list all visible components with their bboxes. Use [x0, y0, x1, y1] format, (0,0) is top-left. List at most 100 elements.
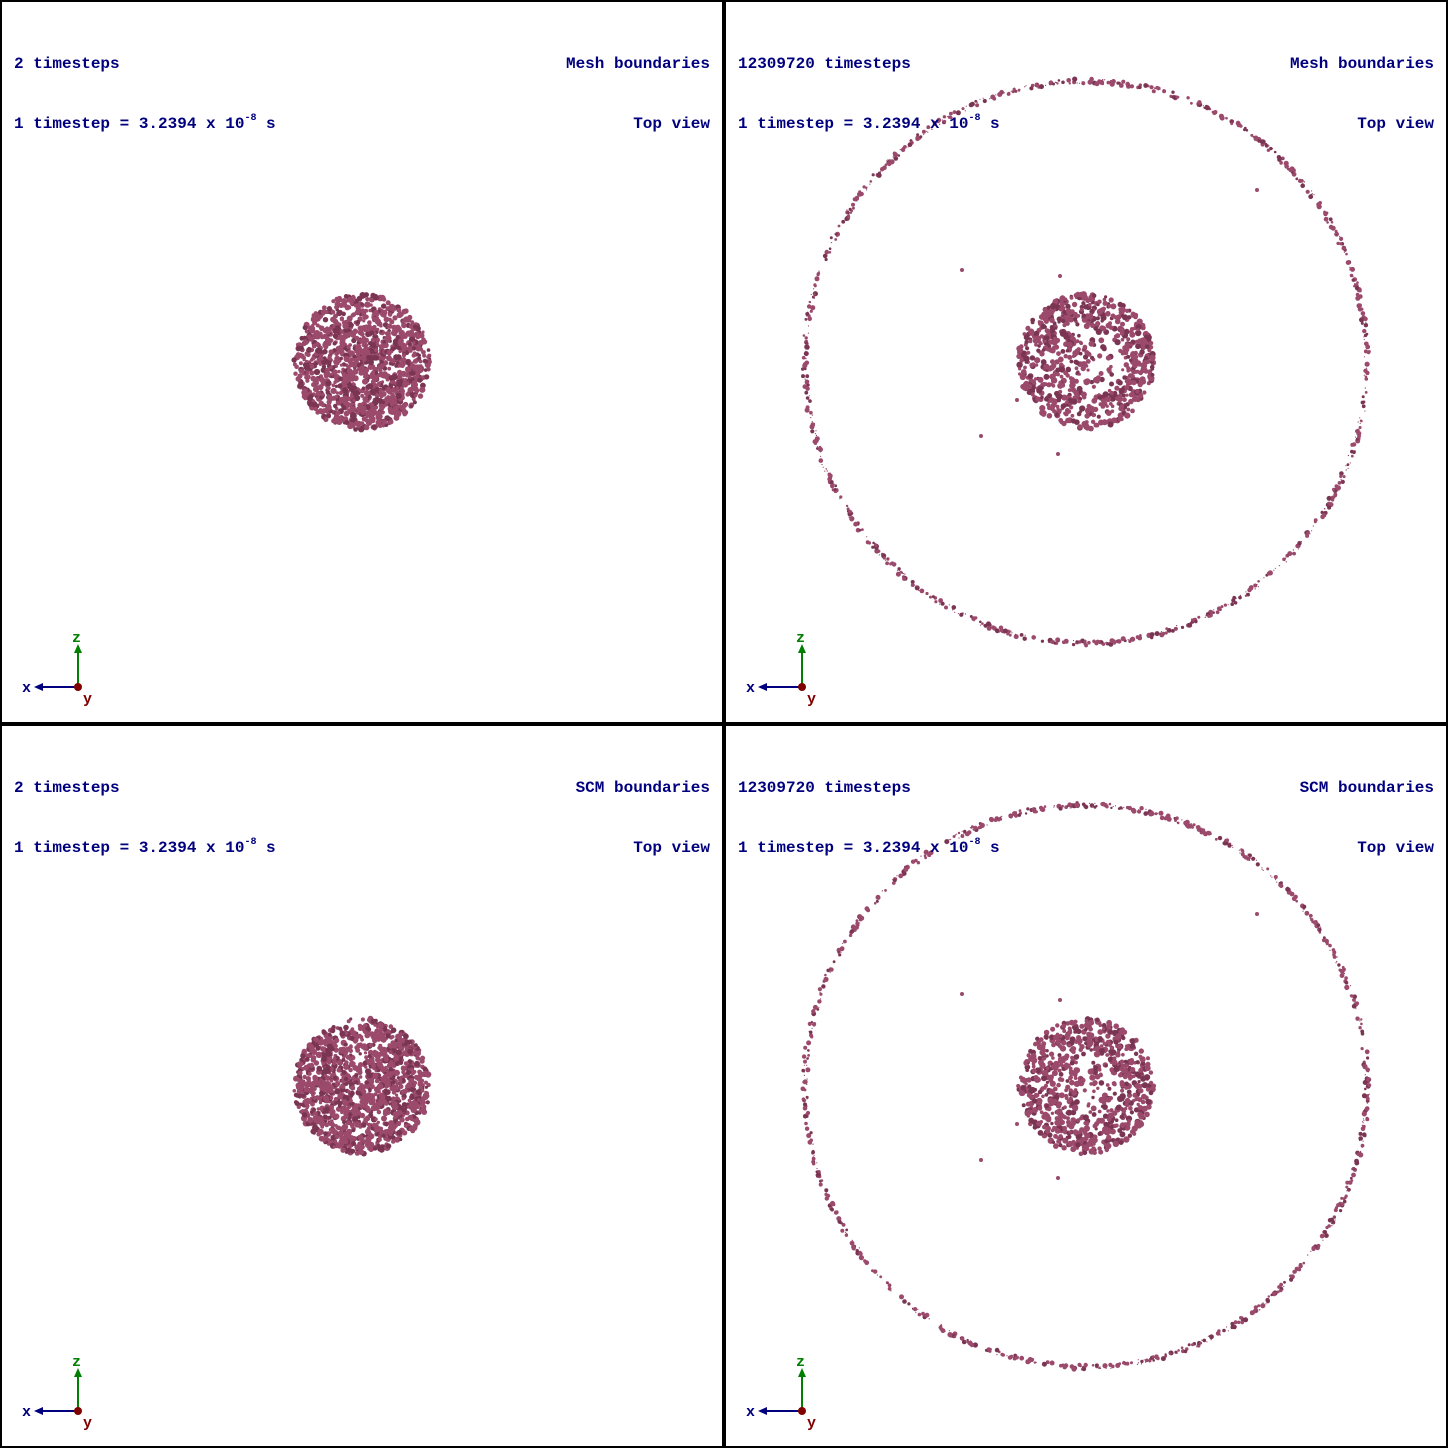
particle — [1246, 592, 1250, 597]
particle — [304, 359, 309, 364]
particle — [315, 390, 322, 397]
particle — [369, 1096, 373, 1100]
particle — [320, 1108, 324, 1112]
header-left: 2 timesteps 1 timestep = 3.2394 x 10-8 s — [14, 14, 276, 174]
particle — [1292, 552, 1294, 554]
particle — [343, 1101, 349, 1107]
particle — [379, 359, 384, 365]
particle — [824, 249, 830, 255]
particle — [367, 324, 372, 329]
particle — [364, 1118, 369, 1122]
particle — [305, 378, 310, 383]
particle — [1248, 585, 1254, 591]
particle — [338, 1141, 345, 1147]
particle — [388, 395, 393, 401]
particle — [406, 359, 410, 364]
particle — [1151, 89, 1156, 94]
particle — [871, 173, 875, 177]
particle — [1162, 89, 1167, 94]
particle — [917, 586, 919, 588]
particle — [334, 384, 339, 388]
particle — [897, 567, 901, 571]
particle — [1041, 412, 1047, 417]
particle — [1046, 413, 1053, 419]
particle — [1144, 344, 1150, 350]
header-left: 2 timesteps 1 timestep = 3.2394 x 10-8 s — [14, 738, 276, 898]
particle — [804, 379, 810, 385]
particle — [1363, 349, 1368, 354]
particle — [882, 556, 886, 560]
particle — [335, 410, 341, 416]
particle — [808, 395, 810, 397]
particle — [1320, 514, 1322, 516]
particle — [1023, 334, 1030, 341]
particle — [821, 463, 823, 466]
particle — [337, 383, 343, 389]
particle — [1070, 1117, 1076, 1123]
particle — [352, 1136, 357, 1141]
particle — [312, 1115, 318, 1121]
particle — [1110, 404, 1115, 409]
particle — [828, 474, 830, 476]
particle — [381, 391, 387, 397]
particle — [1137, 1097, 1143, 1103]
particle — [1050, 377, 1058, 384]
particle — [874, 544, 878, 548]
particle — [405, 1069, 412, 1076]
particle — [395, 386, 400, 391]
particle — [907, 142, 913, 147]
particle — [1367, 350, 1371, 354]
particle — [1039, 405, 1046, 412]
particle — [410, 1086, 414, 1091]
particle — [874, 547, 876, 549]
particle — [1356, 428, 1360, 432]
particle — [367, 1077, 372, 1082]
particle — [329, 365, 333, 370]
particle — [1083, 639, 1087, 643]
particle — [1093, 326, 1099, 331]
particle — [313, 1119, 318, 1124]
particle — [1023, 355, 1030, 362]
particle — [1118, 348, 1123, 353]
particle — [1079, 405, 1086, 412]
particle — [346, 344, 351, 350]
particle — [391, 324, 397, 331]
particle — [1141, 346, 1146, 351]
particle — [404, 1042, 408, 1047]
particle — [1311, 193, 1313, 195]
particle — [367, 1031, 372, 1036]
particle — [382, 340, 386, 344]
particle — [1336, 241, 1340, 246]
particle — [1194, 619, 1198, 624]
particle — [810, 305, 816, 311]
particle — [343, 410, 350, 417]
particle — [352, 362, 358, 368]
particle — [1089, 1048, 1093, 1052]
particle — [1107, 1112, 1114, 1119]
particle — [301, 1048, 308, 1055]
particle — [1358, 426, 1362, 429]
particle — [331, 369, 338, 376]
particle — [1109, 1067, 1115, 1073]
particle — [811, 421, 813, 423]
particle — [1186, 96, 1190, 100]
particle — [306, 347, 312, 353]
particle — [1111, 1081, 1117, 1086]
particle — [1043, 373, 1050, 380]
particle — [1143, 1095, 1149, 1101]
particle — [390, 305, 397, 312]
particle — [1053, 641, 1057, 645]
particle — [921, 129, 926, 134]
particle — [1076, 385, 1083, 392]
particle — [1197, 105, 1199, 107]
particle — [397, 373, 402, 378]
particle — [1034, 82, 1040, 88]
particle — [889, 562, 893, 566]
particle — [326, 413, 332, 419]
particle — [1336, 488, 1339, 491]
particle — [366, 1017, 372, 1023]
particle — [1095, 321, 1101, 327]
particle — [1126, 337, 1131, 342]
particle — [372, 1072, 379, 1079]
particle — [1044, 1093, 1049, 1097]
